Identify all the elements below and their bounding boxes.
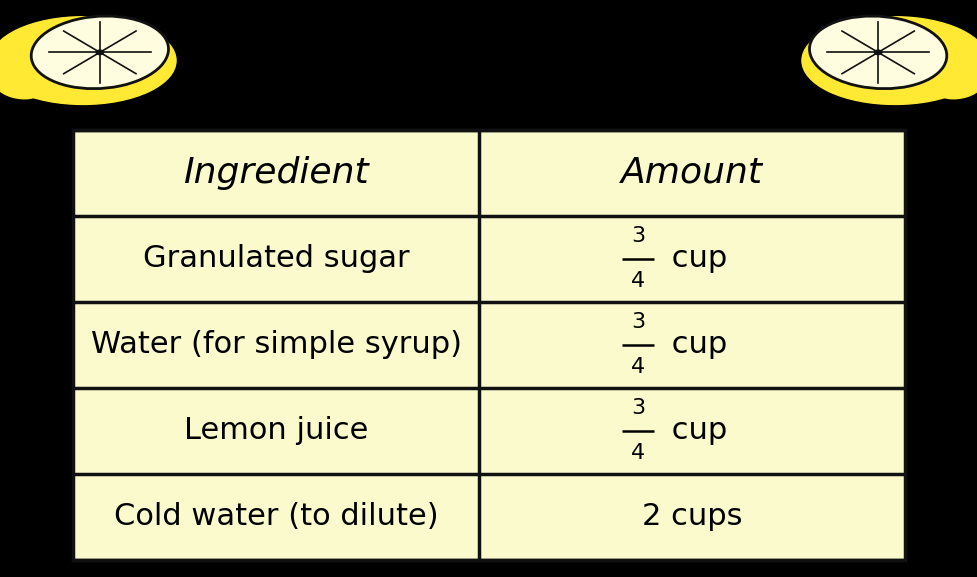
Text: cup: cup (660, 330, 726, 359)
Ellipse shape (96, 50, 104, 55)
Ellipse shape (31, 16, 168, 89)
Text: Water (for simple syrup): Water (for simple syrup) (91, 330, 461, 359)
Ellipse shape (801, 17, 977, 104)
Ellipse shape (0, 77, 40, 99)
Text: Granulated sugar: Granulated sugar (143, 244, 409, 273)
Text: Lemon juice: Lemon juice (184, 416, 368, 445)
Text: Ingredient: Ingredient (184, 156, 368, 190)
Text: cup: cup (660, 416, 726, 445)
Ellipse shape (937, 77, 977, 99)
Text: 3: 3 (630, 312, 645, 332)
Text: cup: cup (660, 244, 726, 273)
Text: Cold water (to dilute): Cold water (to dilute) (114, 502, 438, 531)
Text: 4: 4 (630, 358, 645, 377)
Ellipse shape (809, 16, 946, 89)
Text: Amount: Amount (620, 156, 762, 190)
Text: 3: 3 (630, 226, 645, 246)
Text: 2 cups: 2 cups (641, 502, 742, 531)
Ellipse shape (0, 17, 176, 104)
Ellipse shape (873, 50, 881, 55)
Text: 4: 4 (630, 443, 645, 463)
Text: 4: 4 (630, 272, 645, 291)
Text: 3: 3 (630, 398, 645, 418)
FancyBboxPatch shape (73, 130, 904, 560)
